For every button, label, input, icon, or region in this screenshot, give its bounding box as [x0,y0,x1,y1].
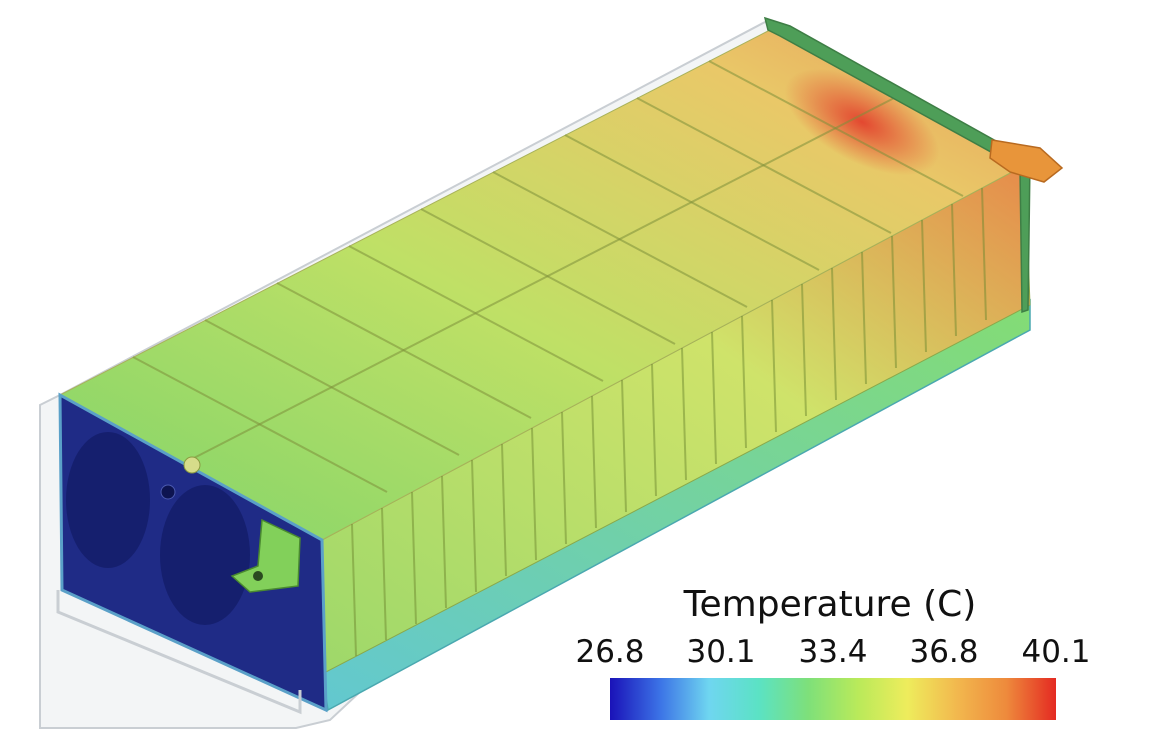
hot-end-plate [763,16,1031,314]
cold-core-left [66,432,150,568]
temperature-legend: Temperature (C) 26.8 30.1 33.4 36.8 40.1 [560,584,1100,734]
mount-hole [183,456,201,474]
busbar-left [230,518,301,593]
legend-tick-mid: 33.4 [798,634,868,670]
legend-tick-max: 40.1 [1021,634,1091,670]
cell-grid-top [132,60,964,493]
legend-tick-min: 26.8 [575,634,645,670]
hot-spot-region [784,68,940,176]
busbar-hole [253,571,263,581]
legend-colorbar [610,678,1056,720]
legend-title: Temperature (C) [683,584,977,625]
cell-grid-side [351,187,987,657]
housing-feet [56,590,302,715]
busbar-right [989,139,1064,183]
legend-tick-2: 30.1 [686,634,756,670]
legend-tick-4: 36.8 [909,634,979,670]
cold-core-right [160,485,250,625]
mount-hole [160,484,176,500]
